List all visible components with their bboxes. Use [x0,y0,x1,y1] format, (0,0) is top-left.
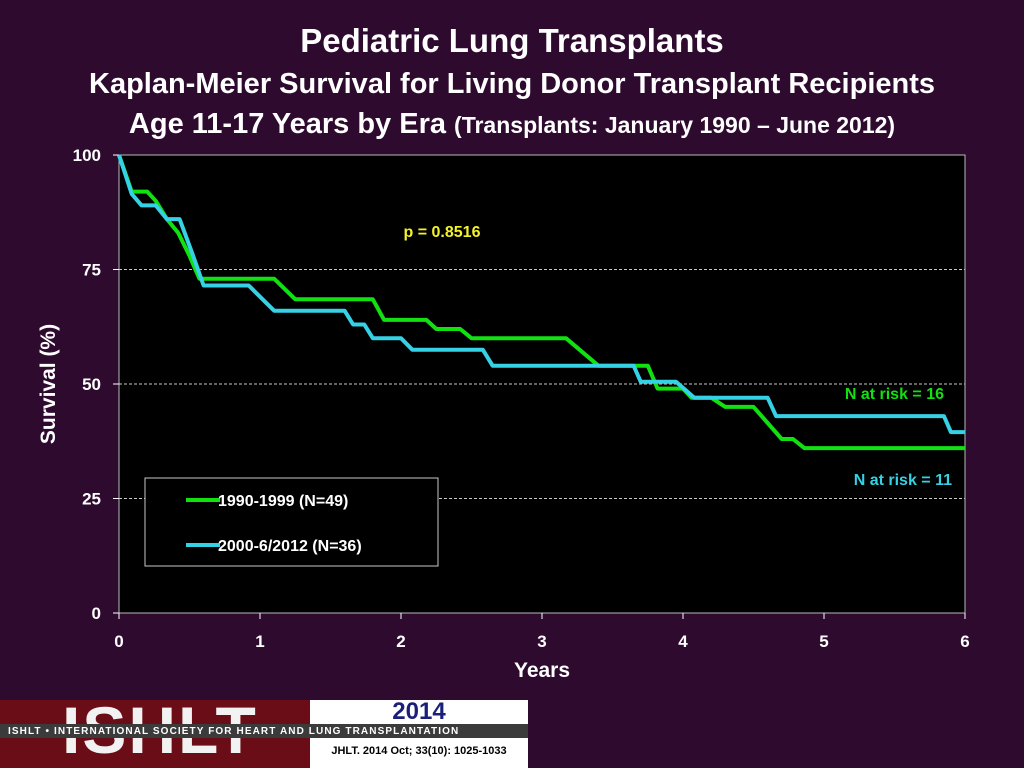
page-title: Pediatric Lung Transplants [300,22,724,59]
y-tick-label-25: 25 [82,490,101,509]
n-at-risk-label-cyan: N at risk = 11 [854,472,952,489]
journal-citation: JHLT. 2014 Oct; 33(10): 1025-1033 [331,745,507,757]
chart-subtitle-line-2: Age 11-17 Years by Era (Transplants: Jan… [0,108,1024,141]
survival-chart: 0 25 50 75 100 0 1 2 3 4 5 6 Years Survival (%) p = 0.… [37,146,970,682]
x-tick-label-6: 6 [960,632,969,651]
x-tick-label-5: 5 [819,632,828,651]
x-tick-label-2: 2 [396,632,405,651]
footer-band [0,724,528,738]
y-tick-label-0: 0 [92,604,101,623]
footer-citation-panel [310,738,528,768]
x-tick-label-4: 4 [678,632,688,651]
series-line-1 [117,154,965,451]
society-name: ISHLT • INTERNATIONAL SOCIETY FOR HEART … [8,726,460,737]
subtitle-date-range: (Transplants: January 1990 – June 2012) [454,112,896,138]
y-axis-title: Survival (%) [37,324,60,444]
footer-year-panel [310,700,528,724]
chart-subtitle-line-1: Kaplan-Meier Survival for Living Donor T… [89,68,935,100]
x-tick-label-0: 0 [114,632,123,651]
y-tick-label-50: 50 [82,375,101,394]
series-line-2 [117,154,965,435]
y-tick-label-75: 75 [82,261,101,280]
x-tick-label-1: 1 [255,632,264,651]
x-axis-title: Years [514,659,570,682]
legend-label-2: 2000-6/2012 (N=36) [218,538,362,555]
y-tick-label-100: 100 [73,146,101,165]
report-year: 2014 [392,698,446,725]
n-at-risk-label-green: N at risk = 16 [845,386,944,403]
legend-label-1: 1990-1999 (N=49) [218,493,348,510]
x-tick-label-3: 3 [537,632,546,651]
p-value-annotation: p = 0.8516 [404,224,481,241]
subtitle-era-text: Age 11-17 Years by Era [128,108,455,140]
legend-box [144,477,439,567]
